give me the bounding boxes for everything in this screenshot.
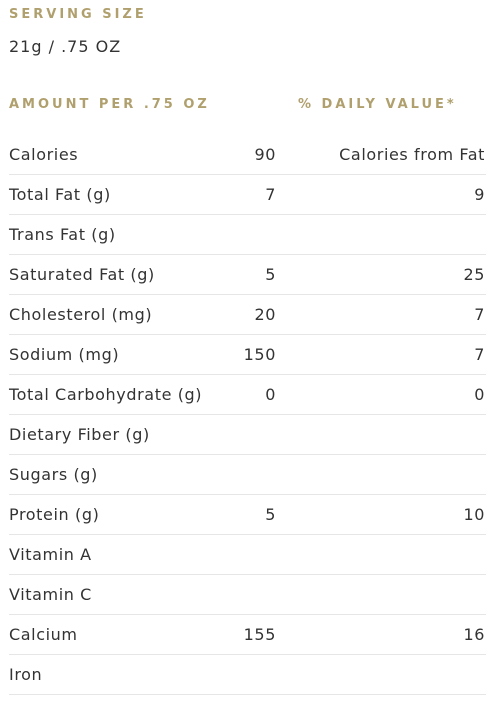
nutrient-name: Vitamin A [9, 545, 92, 564]
nutrient-name: Vitamin C [9, 585, 92, 604]
nutrient-amount: 155 [243, 625, 276, 644]
nutrient-name: Dietary Fiber (g) [9, 425, 150, 444]
nutrient-amount: 0 [265, 385, 276, 404]
nutrition-row-vitamin-a: Vitamin A [9, 535, 486, 575]
nutrition-row-iron: Iron [9, 655, 486, 695]
nutrient-name: Protein (g) [9, 505, 100, 524]
serving-size-value: 21g / .75 OZ [9, 37, 122, 56]
nutrient-daily-value: Calories from Fat [339, 145, 485, 164]
amount-column-header: AMOUNT PER .75 OZ [9, 97, 210, 112]
nutrient-name: Cholesterol (mg) [9, 305, 153, 324]
nutrition-row-dietary-fiber: Dietary Fiber (g) [9, 415, 486, 455]
serving-size-heading: SERVING SIZE [9, 7, 147, 22]
nutrient-name: Calcium [9, 625, 78, 644]
nutrition-table: Calories 90 Calories from Fat Total Fat … [9, 135, 486, 695]
nutrient-name: Total Carbohydrate (g) [9, 385, 203, 404]
nutrient-amount: 5 [265, 505, 276, 524]
nutrition-row-sodium: Sodium (mg) 150 7 [9, 335, 486, 375]
daily-value-column-header: % DAILY VALUE* [298, 97, 457, 112]
nutrition-row-protein: Protein (g) 5 10 [9, 495, 486, 535]
nutrition-row-total-fat: Total Fat (g) 7 9 [9, 175, 486, 215]
nutrient-name: Total Fat (g) [9, 185, 111, 204]
nutrition-row-trans-fat: Trans Fat (g) [9, 215, 486, 255]
nutrient-name: Sugars (g) [9, 465, 98, 484]
nutrition-row-sugars: Sugars (g) [9, 455, 486, 495]
nutrient-daily-value: 7 [474, 345, 485, 364]
nutrient-name: Iron [9, 665, 43, 684]
nutrition-row-calcium: Calcium 155 16 [9, 615, 486, 655]
nutrient-name: Trans Fat (g) [9, 225, 116, 244]
nutrient-daily-value: 25 [463, 265, 485, 284]
nutrient-daily-value: 7 [474, 305, 485, 324]
nutrient-amount: 7 [265, 185, 276, 204]
nutrient-amount: 150 [243, 345, 276, 364]
nutrient-daily-value: 0 [474, 385, 485, 404]
nutrition-row-calories: Calories 90 Calories from Fat [9, 135, 486, 175]
nutrition-row-total-carbohydrate: Total Carbohydrate (g) 0 0 [9, 375, 486, 415]
nutrient-name: Calories [9, 145, 79, 164]
nutrition-row-cholesterol: Cholesterol (mg) 20 7 [9, 295, 486, 335]
nutrient-daily-value: 10 [463, 505, 485, 524]
nutrient-name: Sodium (mg) [9, 345, 120, 364]
nutrition-row-saturated-fat: Saturated Fat (g) 5 25 [9, 255, 486, 295]
nutrient-amount: 20 [254, 305, 276, 324]
nutrient-name: Saturated Fat (g) [9, 265, 155, 284]
nutrient-daily-value: 16 [463, 625, 485, 644]
nutrient-amount: 5 [265, 265, 276, 284]
nutrition-row-vitamin-c: Vitamin C [9, 575, 486, 615]
nutrient-amount: 90 [254, 145, 276, 164]
nutrient-daily-value: 9 [474, 185, 485, 204]
